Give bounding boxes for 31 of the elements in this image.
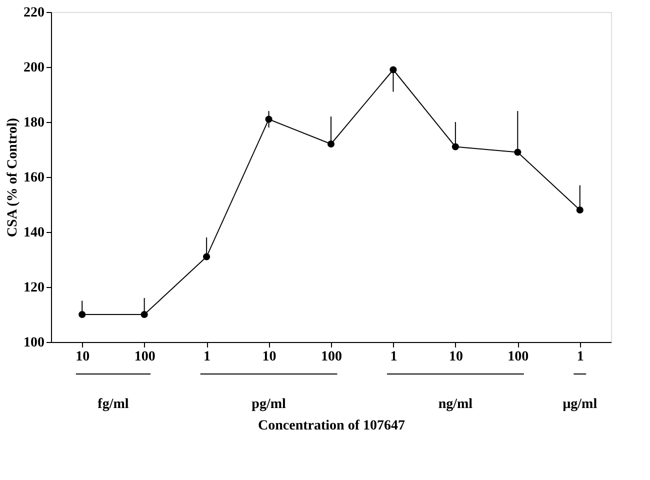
y-tick-label: 220 (24, 6, 44, 20)
y-tick-label: 140 (24, 226, 44, 240)
text: μg/ml (562, 397, 598, 412)
point (78, 310, 86, 318)
point (140, 310, 148, 318)
point (203, 253, 210, 260)
y-tick-label: 120 (24, 280, 44, 296)
x-tick-label: 10 (76, 350, 90, 364)
text: pg/ml (252, 397, 286, 412)
point (390, 66, 397, 74)
y-axis-title: CSA (% of Control) (6, 118, 20, 238)
x-tick-label: 10 (448, 350, 463, 364)
x-tick-label: 1 (204, 350, 211, 364)
point (327, 140, 335, 148)
point (452, 143, 459, 150)
text: ng/ml (438, 397, 473, 412)
x-axis-title: Concentration of 107647 (258, 418, 405, 434)
x-tick-label: 1 (576, 350, 584, 364)
x-tick-label: 100 (321, 350, 342, 364)
y-tick-label: 200 (24, 60, 44, 76)
point (576, 206, 584, 214)
point (514, 148, 522, 156)
x-tick-label: 1 (390, 350, 398, 364)
x-tick-label: 10 (262, 350, 276, 364)
text: fg/ml (98, 397, 129, 412)
x-tick-label: 100 (508, 350, 529, 364)
x-tick-label: 100 (134, 350, 156, 364)
point (265, 116, 272, 123)
y-tick-label: 180 (24, 116, 44, 130)
y-tick-label: 100 (24, 336, 44, 350)
y-tick-label: 160 (24, 170, 44, 186)
